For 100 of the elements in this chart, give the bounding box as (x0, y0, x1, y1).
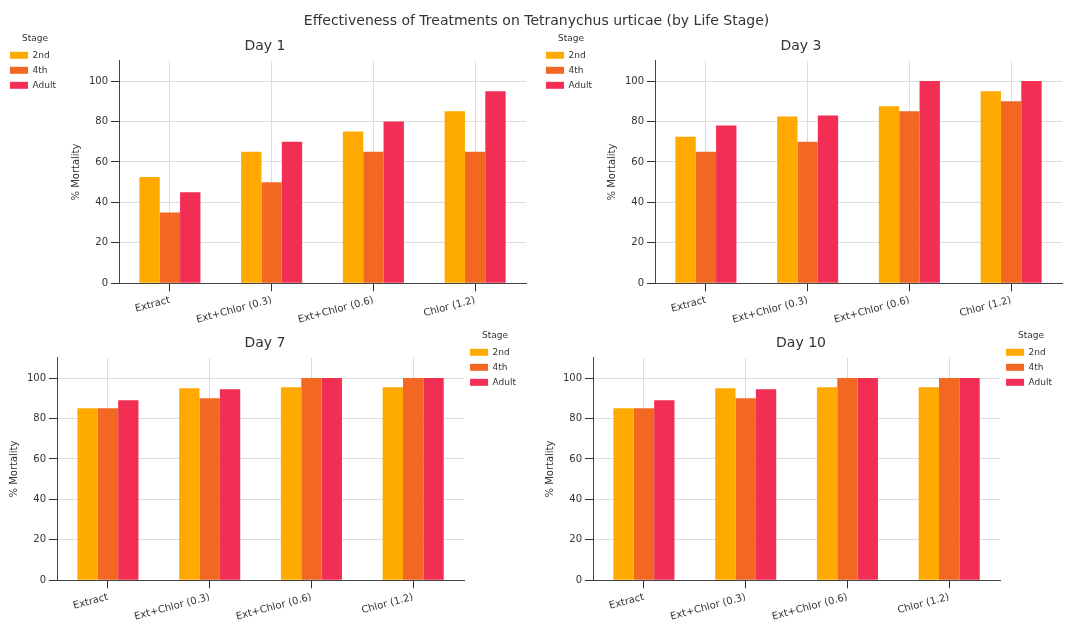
legend-label: 4th (1028, 361, 1044, 372)
x-tick-label: Extract (669, 293, 708, 314)
bar (219, 389, 241, 580)
bar (695, 151, 717, 283)
bar (382, 387, 404, 580)
bar (180, 192, 201, 283)
bar (1000, 101, 1022, 283)
y-tick-label: 20 (569, 533, 583, 545)
bar (199, 398, 220, 580)
bar (654, 400, 675, 580)
y-tick-label: 0 (637, 276, 645, 288)
bar (857, 378, 878, 580)
bar (280, 387, 302, 580)
legend-title: Stage (1018, 329, 1045, 340)
bar (139, 177, 160, 283)
bar (715, 388, 736, 580)
y-tick-label: 60 (569, 452, 583, 464)
legend-label: Adult (32, 79, 57, 90)
bar (919, 81, 940, 283)
y-tick-label: 20 (631, 236, 645, 248)
bar (980, 91, 1001, 283)
x-tick-label: Extract (133, 293, 172, 314)
bar (817, 115, 839, 283)
bar (716, 125, 737, 283)
x-tick-label: Chlor (1.2) (422, 293, 477, 319)
y-tick-label: 60 (33, 452, 47, 464)
bar (755, 389, 777, 580)
y-axis-title: % Mortality (605, 143, 617, 201)
bar (777, 116, 798, 283)
y-tick-label: 20 (95, 236, 109, 248)
legend-title: Stage (21, 32, 49, 43)
bar (342, 131, 364, 283)
x-tick-label: Chlor (1.2) (360, 590, 415, 616)
bar (633, 408, 655, 580)
bar (77, 408, 98, 580)
x-tick-label: Chlor (1.2) (896, 590, 951, 616)
y-tick-label: 0 (101, 276, 109, 288)
y-tick-label: 100 (88, 74, 109, 86)
y-tick-label: 80 (33, 412, 47, 424)
chart-title: Day 1 (244, 37, 286, 54)
bar (899, 111, 920, 283)
bar (939, 378, 960, 580)
y-tick-label: 80 (569, 412, 583, 424)
legend-label: 4th (492, 361, 508, 372)
y-tick-label: 60 (631, 155, 645, 167)
chart-title: Day 7 (244, 334, 286, 351)
y-tick-label: 0 (39, 573, 47, 585)
bar (444, 111, 465, 283)
y-tick-label: 0 (575, 573, 583, 585)
y-tick-label: 60 (95, 155, 109, 167)
legend-label: Adult (492, 376, 517, 387)
bar (241, 151, 262, 283)
legend-title: Stage (557, 32, 585, 43)
bar (321, 378, 342, 580)
chart-title: Day 10 (776, 334, 826, 351)
bar (878, 106, 900, 283)
bar (261, 182, 282, 283)
legend-label: 2nd (492, 346, 510, 357)
bar (1021, 81, 1042, 283)
legend-label: 2nd (568, 49, 586, 60)
y-tick-label: 100 (562, 371, 583, 383)
text: Effectiveness of Treatments on Tetranychus urticae (by Life Stage) (302, 11, 771, 30)
bar (301, 378, 322, 580)
bar (179, 388, 200, 580)
y-tick-label: 80 (631, 115, 645, 127)
y-tick-label: 100 (26, 371, 47, 383)
legend-label: 4th (568, 64, 584, 75)
y-tick-label: 80 (95, 115, 109, 127)
bar (281, 141, 303, 283)
bar (423, 378, 444, 580)
legend-title: Stage (482, 329, 509, 340)
bar (837, 378, 858, 580)
legend-label: 4th (32, 64, 48, 75)
bar (959, 378, 980, 580)
x-tick-label: Extract (71, 590, 110, 611)
bar (159, 212, 181, 283)
bar (816, 387, 838, 580)
bar (403, 378, 424, 580)
y-tick-label: 20 (33, 533, 47, 545)
bar (383, 121, 404, 283)
y-tick-label: 40 (569, 492, 583, 504)
x-tick-label: Extract (607, 590, 646, 611)
bar (485, 91, 506, 283)
legend-label: 2nd (32, 49, 50, 60)
bar (464, 151, 486, 283)
legend-label: Adult (568, 79, 593, 90)
bar (118, 400, 139, 580)
x-tick-label: Chlor (1.2) (958, 293, 1013, 319)
bar (675, 136, 696, 283)
y-tick-label: 100 (624, 74, 645, 86)
bar (363, 151, 384, 283)
y-tick-label: 40 (95, 195, 109, 207)
bar (797, 141, 818, 283)
y-tick-label: 40 (33, 492, 47, 504)
bar (613, 408, 634, 580)
bar (918, 387, 940, 580)
y-axis-title: % Mortality (69, 143, 81, 201)
legend-label: Adult (1028, 376, 1053, 387)
bar (735, 398, 756, 580)
chart-title: Day 3 (780, 37, 822, 54)
